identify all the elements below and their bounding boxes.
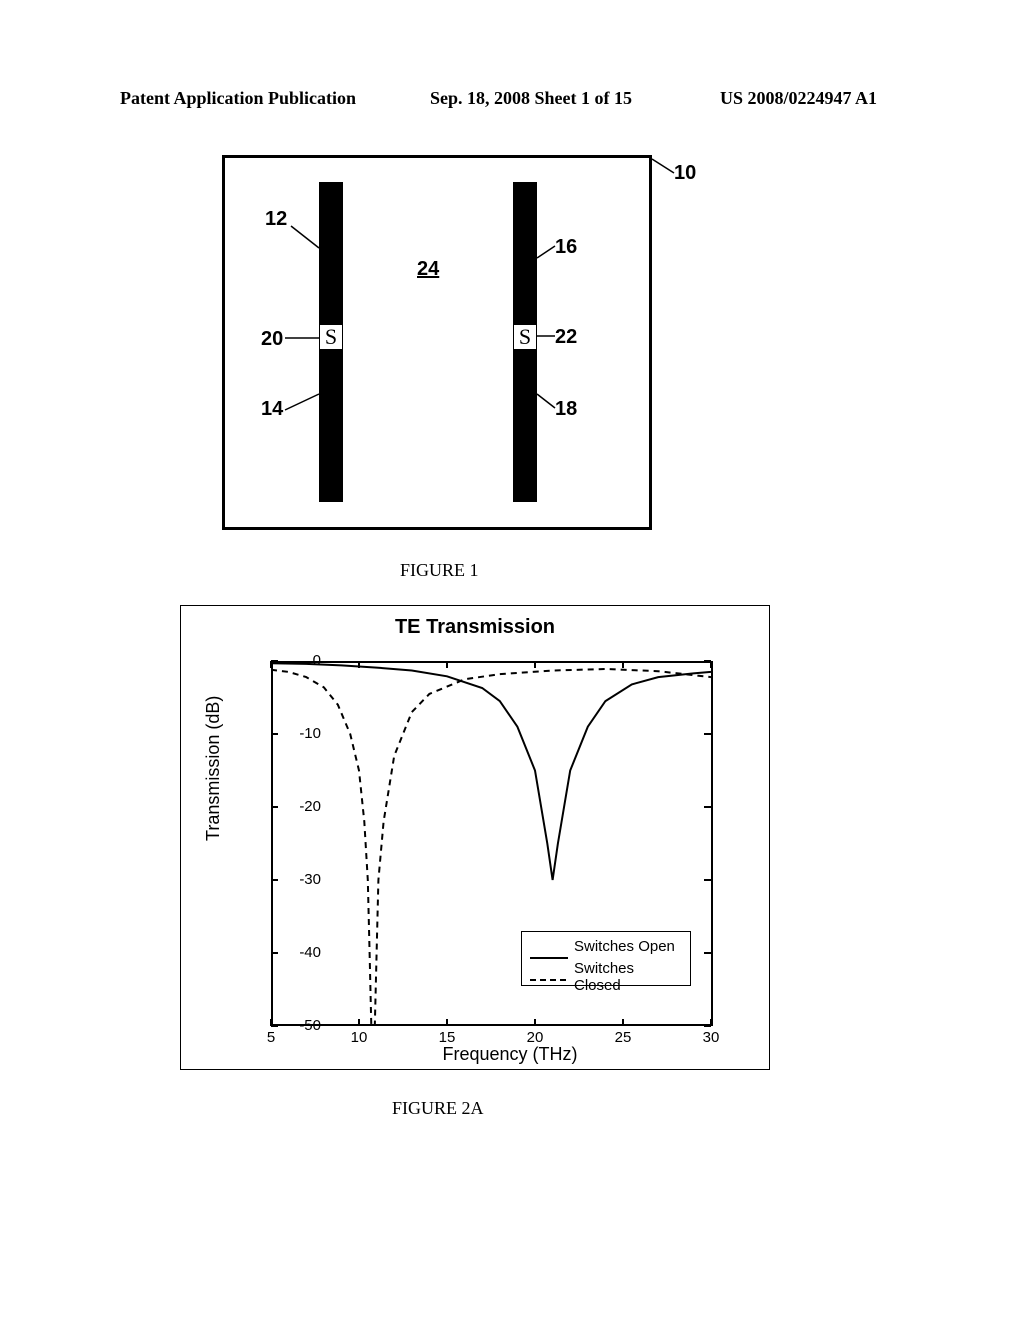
figure-1-leaders bbox=[225, 158, 655, 533]
xtick-label: 5 bbox=[251, 1029, 291, 1046]
header-left: Patent Application Publication bbox=[120, 88, 356, 109]
legend-row-closed: Switches Closed bbox=[530, 960, 682, 980]
xtick-label: 10 bbox=[339, 1029, 379, 1046]
chart-ylabel: Transmission (dB) bbox=[203, 696, 224, 841]
ytick-label: -20 bbox=[281, 798, 321, 815]
page: Patent Application Publication Sep. 18, … bbox=[0, 0, 1024, 1320]
series-switches-open bbox=[271, 663, 711, 880]
chart-legend: Switches Open Switches Closed bbox=[521, 931, 691, 986]
figure-2a-chart: TE Transmission Transmission (dB) Freque… bbox=[180, 605, 770, 1070]
xtick-label: 20 bbox=[515, 1029, 555, 1046]
legend-row-open: Switches Open bbox=[530, 938, 682, 958]
chart-title: TE Transmission bbox=[181, 616, 769, 639]
xtick-label: 30 bbox=[691, 1029, 731, 1046]
legend-line-closed bbox=[530, 970, 568, 990]
ytick-label: -30 bbox=[281, 871, 321, 888]
chart-xlabel: Frequency (THz) bbox=[181, 1044, 769, 1065]
page-header: Patent Application Publication Sep. 18, … bbox=[0, 88, 1024, 118]
ytick-label: 0 bbox=[281, 652, 321, 669]
header-right: US 2008/0224947 A1 bbox=[720, 88, 877, 109]
xtick-label: 15 bbox=[427, 1029, 467, 1046]
figure-1: S S 12 24 16 20 22 14 18 bbox=[222, 155, 652, 530]
ytick-label: -10 bbox=[281, 725, 321, 742]
chart-plot-right-border bbox=[711, 661, 713, 1026]
xtick-label: 25 bbox=[603, 1029, 643, 1046]
figure-1-caption: FIGURE 1 bbox=[400, 560, 479, 581]
figure-2a-caption: FIGURE 2A bbox=[392, 1098, 484, 1119]
label-10-leader bbox=[640, 155, 690, 195]
header-mid: Sep. 18, 2008 Sheet 1 of 15 bbox=[430, 88, 632, 109]
legend-label-closed: Switches Closed bbox=[574, 960, 682, 994]
legend-label-open: Switches Open bbox=[574, 938, 675, 955]
ytick-label: -40 bbox=[281, 944, 321, 961]
